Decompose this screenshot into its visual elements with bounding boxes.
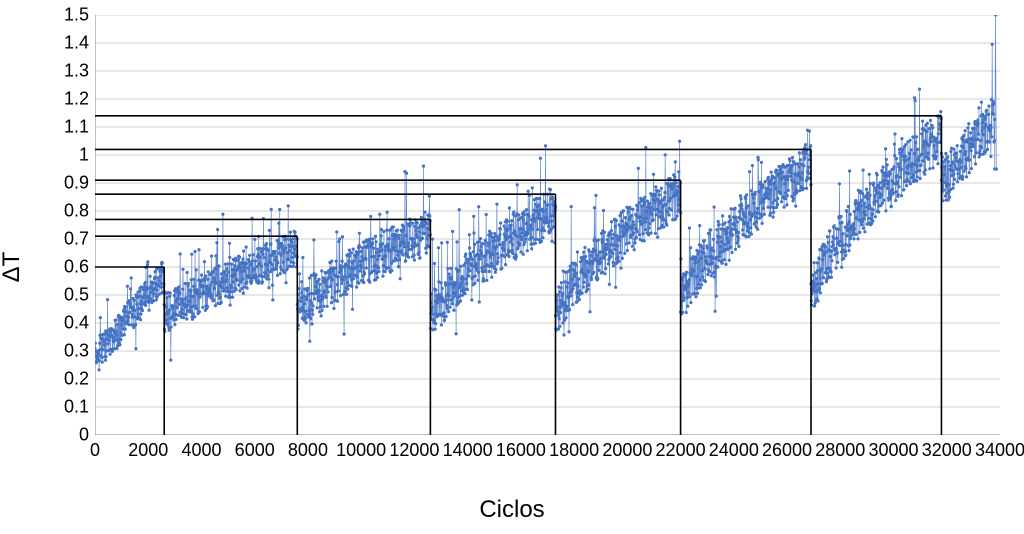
- y-axis-title: ΔT: [0, 252, 26, 283]
- y-tick-label: 0.9: [64, 173, 89, 194]
- y-tick-label: 0.6: [64, 257, 89, 278]
- x-tick-label: 14000: [443, 440, 493, 461]
- x-tick-label: 20000: [602, 440, 652, 461]
- y-tick-label: 0: [79, 425, 89, 446]
- y-tick-label: 0.1: [64, 397, 89, 418]
- x-tick-label: 18000: [549, 440, 599, 461]
- x-tick-label: 2000: [128, 440, 168, 461]
- x-tick-label: 28000: [815, 440, 865, 461]
- x-tick-label: 34000: [975, 440, 1024, 461]
- x-tick-label: 10000: [336, 440, 386, 461]
- chart-container: ΔT Ciclos 0 0.1 0.2 0.3 0.4 0.5 0.6 0.7 0.8 0.9 1 1…: [0, 0, 1024, 534]
- x-tick-label: 22000: [656, 440, 706, 461]
- y-tick-label: 0.4: [64, 313, 89, 334]
- x-tick-label: 12000: [389, 440, 439, 461]
- y-tick-label: 0.2: [64, 369, 89, 390]
- y-tick-label: 1.3: [64, 61, 89, 82]
- x-tick-label: 0: [90, 440, 100, 461]
- x-tick-label: 24000: [709, 440, 759, 461]
- x-tick-label: 4000: [181, 440, 221, 461]
- y-tick-label: 1: [79, 145, 89, 166]
- y-tick-label: 1.4: [64, 33, 89, 54]
- chart-svg: [95, 15, 1000, 435]
- x-tick-label: 26000: [762, 440, 812, 461]
- plot-area: [95, 15, 1000, 435]
- x-tick-label: 32000: [922, 440, 972, 461]
- y-tick-label: 0.5: [64, 285, 89, 306]
- y-tick-label: 1.2: [64, 89, 89, 110]
- y-tick-label: 0.8: [64, 201, 89, 222]
- x-tick-label: 8000: [288, 440, 328, 461]
- y-tick-label: 0.3: [64, 341, 89, 362]
- x-tick-label: 6000: [235, 440, 275, 461]
- x-tick-label: 30000: [868, 440, 918, 461]
- x-tick-label: 16000: [496, 440, 546, 461]
- y-tick-label: 0.7: [64, 229, 89, 250]
- y-tick-label: 1.5: [64, 5, 89, 26]
- y-tick-label: 1.1: [64, 117, 89, 138]
- x-axis-title: Ciclos: [479, 496, 544, 524]
